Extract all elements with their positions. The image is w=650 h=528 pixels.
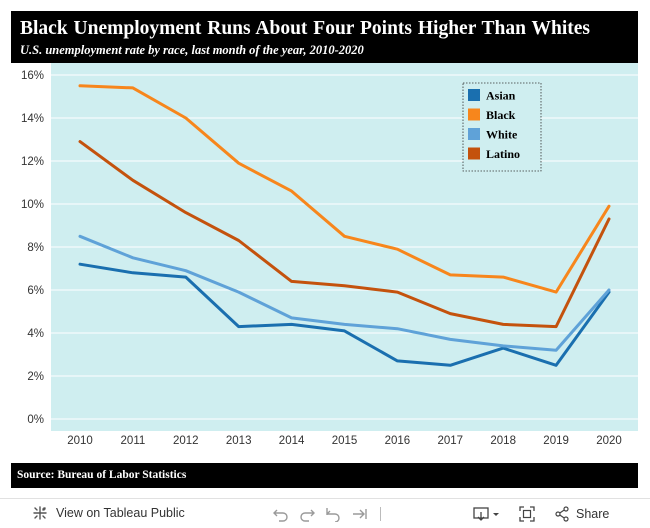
download-icon xyxy=(473,507,499,521)
toolbar-divider xyxy=(380,507,381,521)
view-on-tableau-link[interactable]: View on Tableau Public xyxy=(32,505,185,521)
output-controls: Share xyxy=(470,504,609,524)
download-button[interactable] xyxy=(470,504,504,524)
tableau-logo-icon xyxy=(33,506,47,520)
y-tick-label: 4% xyxy=(27,328,44,340)
x-tick-label: 2014 xyxy=(279,435,305,447)
undo-icon xyxy=(273,509,288,522)
x-tick-label: 2018 xyxy=(490,435,516,447)
forward-icon xyxy=(353,509,367,519)
share-label: Share xyxy=(576,507,610,521)
chart-area: 0% 2% 4% 6% 8% 10% 12% 14% 16% 2010 2011 2012 2013 20… xyxy=(11,63,638,458)
y-tick-label: 6% xyxy=(27,285,44,297)
legend-label-white: White xyxy=(486,128,518,142)
chart-header: Black Unemployment Runs About Four Point… xyxy=(11,11,638,63)
legend-label-asian: Asian xyxy=(486,89,516,103)
fullscreen-icon xyxy=(519,506,535,522)
share-button[interactable]: Share xyxy=(554,506,609,522)
x-tick-label: 2019 xyxy=(543,435,569,447)
legend-swatch-white xyxy=(468,128,480,140)
y-tick-label: 12% xyxy=(21,156,44,168)
history-controls xyxy=(268,504,395,524)
legend-label-latino: Latino xyxy=(486,147,520,161)
source-note: Source: Bureau of Labor Statistics xyxy=(17,469,187,481)
legend-label-black: Black xyxy=(486,108,516,122)
y-tick-label: 2% xyxy=(27,371,44,383)
series-line-asian xyxy=(78,262,611,367)
x-tick-label: 2011 xyxy=(121,435,146,447)
chart-title: Black Unemployment Runs About Four Point… xyxy=(20,18,590,39)
revert-button[interactable] xyxy=(320,504,346,524)
y-tick-label: 10% xyxy=(21,199,44,211)
series-line-latino xyxy=(78,140,611,329)
revert-icon xyxy=(326,508,340,522)
undo-button[interactable] xyxy=(268,504,294,524)
x-tick-label: 2015 xyxy=(332,435,358,447)
tableau-toolbar: View on Tableau Public xyxy=(0,498,650,528)
x-tick-label: 2010 xyxy=(67,435,93,447)
x-tick-label: 2020 xyxy=(596,435,622,447)
x-tick-label: 2012 xyxy=(173,435,199,447)
chart-footer: Source: Bureau of Labor Statistics xyxy=(11,463,638,488)
forward-button[interactable] xyxy=(346,504,372,524)
x-tick-label: 2013 xyxy=(226,435,252,447)
line-chart: 0% 2% 4% 6% 8% 10% 12% 14% 16% 2010 2011 2012 2013 20… xyxy=(21,63,638,447)
redo-icon xyxy=(300,509,315,522)
share-icon xyxy=(555,506,569,522)
y-tick-label: 0% xyxy=(27,414,44,426)
chart-subtitle: U.S. unemployment rate by race, last mon… xyxy=(20,43,364,57)
legend-swatch-latino xyxy=(468,147,480,160)
legend-swatch-black xyxy=(468,108,480,121)
x-tick-label: 2016 xyxy=(385,435,411,447)
y-tick-label: 14% xyxy=(21,113,44,125)
y-tick-label: 16% xyxy=(21,70,44,82)
redo-button[interactable] xyxy=(294,504,320,524)
view-on-tableau-label: View on Tableau Public xyxy=(56,506,185,520)
series-line-black xyxy=(78,84,611,294)
series-line-white xyxy=(78,234,611,352)
x-tick-label: 2017 xyxy=(438,435,464,447)
legend-swatch-asian xyxy=(468,89,480,101)
fullscreen-button[interactable] xyxy=(514,504,540,524)
y-tick-label: 8% xyxy=(27,242,44,254)
